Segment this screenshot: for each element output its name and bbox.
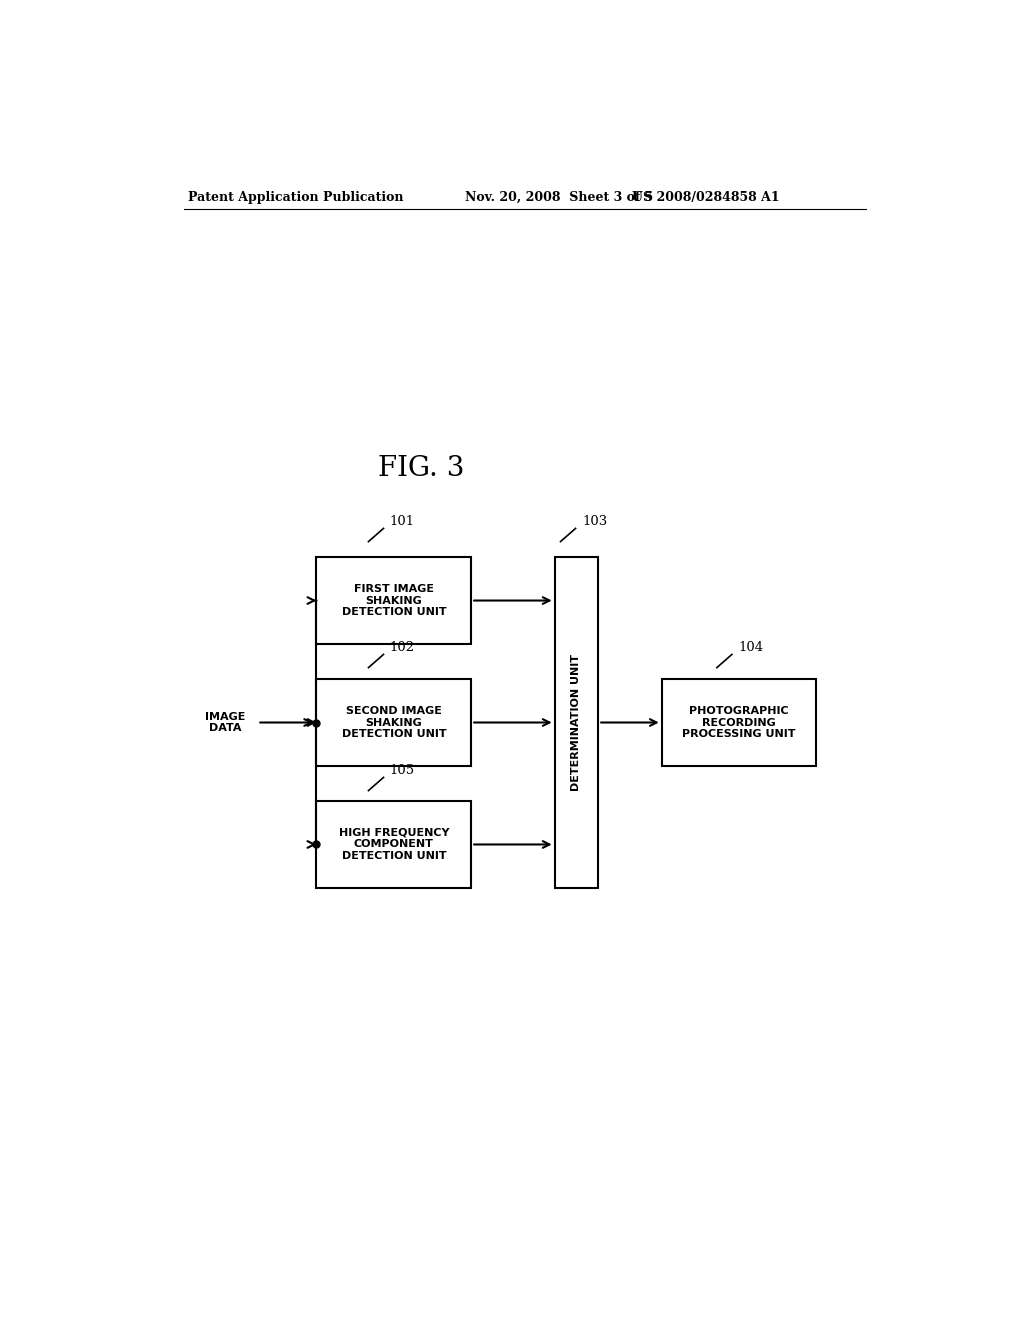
Bar xyxy=(316,680,471,766)
Bar xyxy=(316,557,471,644)
Text: PHOTOGRAPHIC
RECORDING
PROCESSING UNIT: PHOTOGRAPHIC RECORDING PROCESSING UNIT xyxy=(682,706,796,739)
Text: 101: 101 xyxy=(390,515,415,528)
Bar xyxy=(316,801,471,887)
Text: Nov. 20, 2008  Sheet 3 of 5: Nov. 20, 2008 Sheet 3 of 5 xyxy=(465,190,653,203)
Text: IMAGE
DATA: IMAGE DATA xyxy=(206,711,246,734)
Text: 104: 104 xyxy=(738,642,764,655)
Text: HIGH FREQUENCY
COMPONENT
DETECTION UNIT: HIGH FREQUENCY COMPONENT DETECTION UNIT xyxy=(339,828,450,861)
Text: FIRST IMAGE
SHAKING
DETECTION UNIT: FIRST IMAGE SHAKING DETECTION UNIT xyxy=(342,583,446,618)
Text: SECOND IMAGE
SHAKING
DETECTION UNIT: SECOND IMAGE SHAKING DETECTION UNIT xyxy=(342,706,446,739)
Bar xyxy=(662,680,816,766)
Text: 105: 105 xyxy=(390,764,415,777)
Text: DETERMINATION UNIT: DETERMINATION UNIT xyxy=(571,653,582,791)
Text: Patent Application Publication: Patent Application Publication xyxy=(187,190,403,203)
Text: FIG. 3: FIG. 3 xyxy=(379,455,465,482)
Text: 102: 102 xyxy=(390,642,415,655)
Text: US 2008/0284858 A1: US 2008/0284858 A1 xyxy=(632,190,779,203)
Bar xyxy=(555,557,598,887)
Text: 103: 103 xyxy=(582,515,607,528)
